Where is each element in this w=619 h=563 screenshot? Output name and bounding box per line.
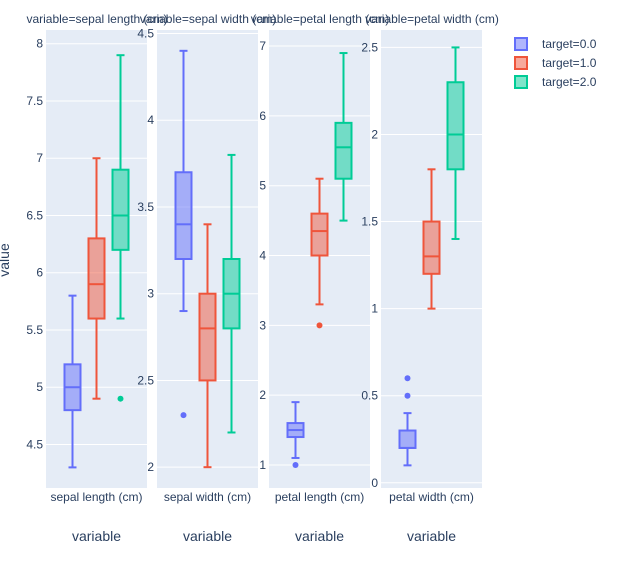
legend-label: target=1.0 xyxy=(542,56,597,70)
y-tick-label: 3.5 xyxy=(137,200,154,214)
box-target-2-0 xyxy=(111,54,130,402)
legend-item-target-2-0: target=2.0 xyxy=(514,75,597,89)
y-tick-label: 5 xyxy=(36,380,43,394)
legend-swatch xyxy=(514,75,528,89)
y-axis-label: value xyxy=(0,243,12,277)
outlier-point xyxy=(117,395,124,402)
box-target-1-0 xyxy=(87,157,106,400)
y-tick-label: 2.5 xyxy=(137,373,154,387)
box-target-1-0 xyxy=(198,223,217,469)
legend-item-target-0-0: target=0.0 xyxy=(514,37,597,51)
x-axis-title: variable xyxy=(407,528,456,544)
y-tick-label: 0.5 xyxy=(361,389,378,403)
y-tick-label: 1.5 xyxy=(361,215,378,229)
panel-title: variable=sepal width (cm) xyxy=(140,12,276,26)
y-tick-label: 4 xyxy=(147,113,154,127)
outlier-point xyxy=(180,412,187,419)
box-target-2-0 xyxy=(446,46,465,240)
y-tick-label: 8 xyxy=(36,37,43,51)
y-tick-label: 3 xyxy=(147,287,154,301)
x-tick-label: petal width (cm) xyxy=(389,490,474,504)
iqr-box xyxy=(334,121,353,180)
y-tick-label: 4 xyxy=(259,249,266,263)
iqr-box xyxy=(310,212,329,257)
y-tick-label: 7 xyxy=(259,39,266,53)
panel-title: variable=petal length (cm) xyxy=(251,12,389,26)
legend-swatch xyxy=(514,37,528,51)
x-axis-title: variable xyxy=(295,528,344,544)
iqr-box xyxy=(198,292,217,382)
y-tick-label: 5.5 xyxy=(26,323,43,337)
x-axis-title: variable xyxy=(72,528,121,544)
x-tick-label: sepal width (cm) xyxy=(164,490,251,504)
x-tick-label: sepal length (cm) xyxy=(50,490,142,504)
x-axis-title: variable xyxy=(183,528,232,544)
y-tick-label: 2.5 xyxy=(361,40,378,54)
iqr-box xyxy=(398,429,417,449)
legend-label: target=0.0 xyxy=(542,37,597,51)
box-target-0-0 xyxy=(398,375,417,467)
panel-title: variable=petal width (cm) xyxy=(365,12,499,26)
iqr-box xyxy=(87,237,106,320)
y-tick-label: 2 xyxy=(259,388,266,402)
iqr-box xyxy=(422,220,441,275)
panel-1: 4.5 5 5.5 6 6.5 7 7.5 8 sepal length (cm) variabl… xyxy=(26,30,147,544)
y-tick-label: 5 xyxy=(259,179,266,193)
outlier-point xyxy=(316,322,323,329)
box-target-2-0 xyxy=(222,153,241,434)
panel-4: 0 0.5 1 1.5 2 2.5 petal width (cm) variable xyxy=(361,30,482,544)
box-target-1-0 xyxy=(422,168,441,310)
box-target-0-0 xyxy=(286,401,305,468)
panel-3: 1 2 3 4 5 6 7 petal length (cm) variable xyxy=(259,30,370,544)
y-tick-label: 4.5 xyxy=(26,437,43,451)
outlier-point xyxy=(292,461,299,468)
iqr-box xyxy=(111,168,130,251)
y-tick-label: 0 xyxy=(371,476,378,490)
panel-title: variable=sepal length (cm) xyxy=(26,12,167,26)
panel-2: 2 2.5 3 3.5 4 4.5 sepal width (cm) variable xyxy=(137,26,258,544)
y-tick-label: 1 xyxy=(259,458,266,472)
outlier-point xyxy=(404,392,411,399)
box-target-0-0 xyxy=(63,294,82,469)
box-target-1-0 xyxy=(310,177,329,329)
y-tick-label: 7 xyxy=(36,151,43,165)
y-tick-label: 2 xyxy=(371,127,378,141)
y-tick-label: 6 xyxy=(259,109,266,123)
legend-item-target-1-0: target=1.0 xyxy=(514,56,597,70)
iqr-box xyxy=(174,171,193,260)
outlier-point xyxy=(404,375,411,382)
legend-label: target=2.0 xyxy=(542,75,597,89)
y-tick-label: 4.5 xyxy=(137,26,154,40)
iqr-box xyxy=(446,81,465,171)
y-tick-label: 6 xyxy=(36,266,43,280)
box-target-0-0 xyxy=(174,49,193,419)
y-tick-label: 7.5 xyxy=(26,94,43,108)
x-tick-label: petal length (cm) xyxy=(275,490,364,504)
y-tick-label: 1 xyxy=(371,302,378,316)
y-tick-label: 2 xyxy=(147,460,154,474)
y-tick-label: 3 xyxy=(259,318,266,332)
box-target-2-0 xyxy=(334,52,353,222)
legend-swatch xyxy=(514,56,528,70)
y-tick-label: 6.5 xyxy=(26,208,43,222)
